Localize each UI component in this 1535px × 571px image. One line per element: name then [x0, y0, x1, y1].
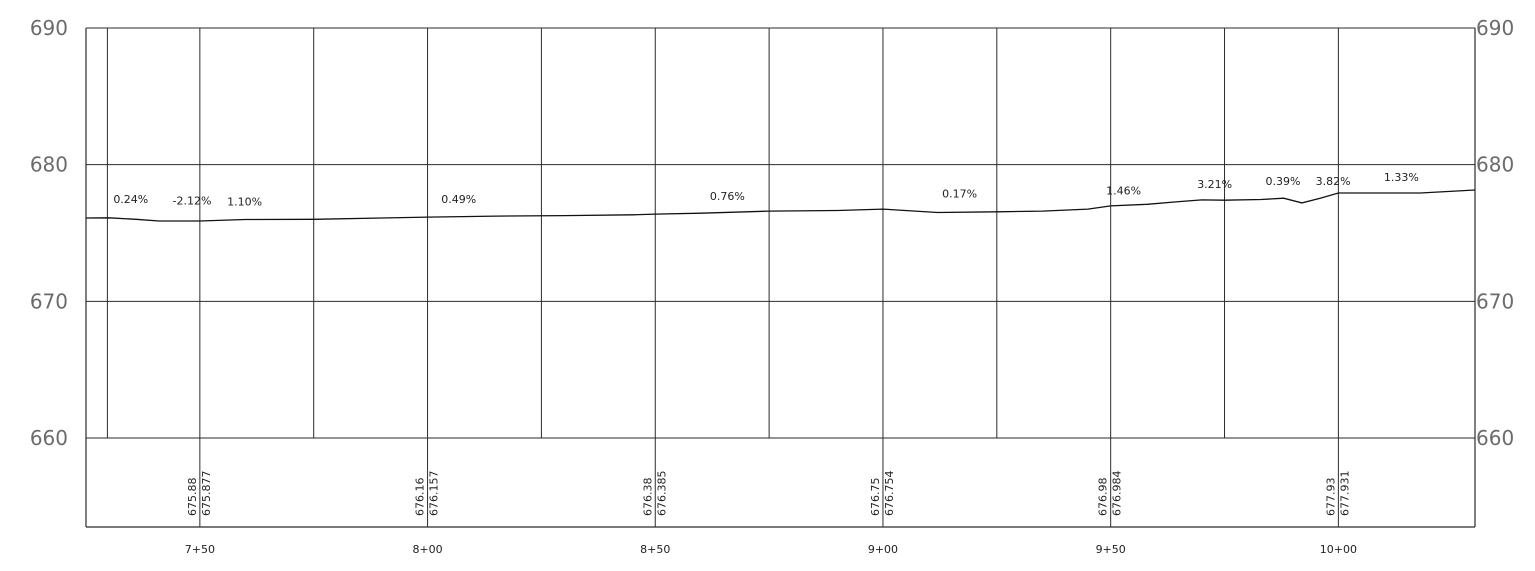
station-label: 8+50 [640, 543, 670, 556]
grade-label: 1.46% [1106, 185, 1141, 198]
frame-layer [85, 28, 1476, 528]
elevation-value-label: 676.75 [869, 478, 882, 517]
y-tick-label-right: 660 [1476, 426, 1514, 450]
elevation-value-label: 676.984 [1111, 471, 1124, 517]
station-label: 7+50 [185, 543, 215, 556]
grade-label: 0.49% [441, 193, 476, 206]
y-tick-label-left: 690 [30, 16, 68, 40]
grade-label: 3.21% [1197, 178, 1232, 191]
y-tick-label-left: 680 [30, 153, 68, 177]
elevation-value-label: 676.98 [1097, 478, 1110, 517]
elevation-value-label: 676.16 [414, 478, 427, 517]
elevation-value-label: 676.38 [641, 478, 654, 517]
station-layer: 7+50 8+00 8+50 9+00 9+50 10+00 [185, 543, 1357, 556]
y-tick-label-left: 660 [30, 426, 68, 450]
grade-label: 3.82% [1316, 175, 1351, 188]
grade-label: 0.17% [942, 187, 977, 200]
y-tick-label-left: 670 [30, 289, 68, 313]
profile-layer [85, 189, 1476, 222]
grade-label: 0.24% [113, 193, 148, 206]
elevation-value-label: 675.877 [200, 471, 213, 517]
ytick-layer: 660 660 670 670 680 680 690 690 [30, 16, 1514, 450]
grid-layer [86, 27, 1475, 439]
station-label: 9+50 [1096, 543, 1126, 556]
value-layer: 675.88 675.877 676.16 676.157 676.38 676.385 6… [186, 471, 1352, 517]
elevation-value-label: 677.93 [1324, 478, 1337, 517]
grade-label: 0.76% [710, 190, 745, 203]
grade-label: 1.10% [227, 196, 262, 209]
grade-label: -2.12% [173, 194, 212, 207]
station-label: 8+00 [412, 543, 442, 556]
grade-layer: 0.24% -2.12% 1.10% 0.49% 0.76% 0.17% 1.46% 3.21… [113, 171, 1419, 209]
y-tick-label-right: 670 [1476, 289, 1514, 313]
elevation-value-label: 677.931 [1338, 471, 1351, 517]
station-label: 10+00 [1320, 543, 1357, 556]
elevation-value-label: 676.385 [655, 471, 668, 517]
elevation-value-label: 676.157 [428, 471, 441, 517]
grade-label: 1.33% [1384, 171, 1419, 184]
elevation-value-label: 675.88 [186, 478, 199, 517]
y-tick-label-right: 690 [1476, 16, 1514, 40]
grade-label: 0.39% [1266, 175, 1301, 188]
y-tick-label-right: 680 [1476, 153, 1514, 177]
station-label: 9+00 [868, 543, 898, 556]
elevation-value-label: 676.754 [883, 471, 896, 517]
ground-profile-line [85, 189, 1476, 222]
